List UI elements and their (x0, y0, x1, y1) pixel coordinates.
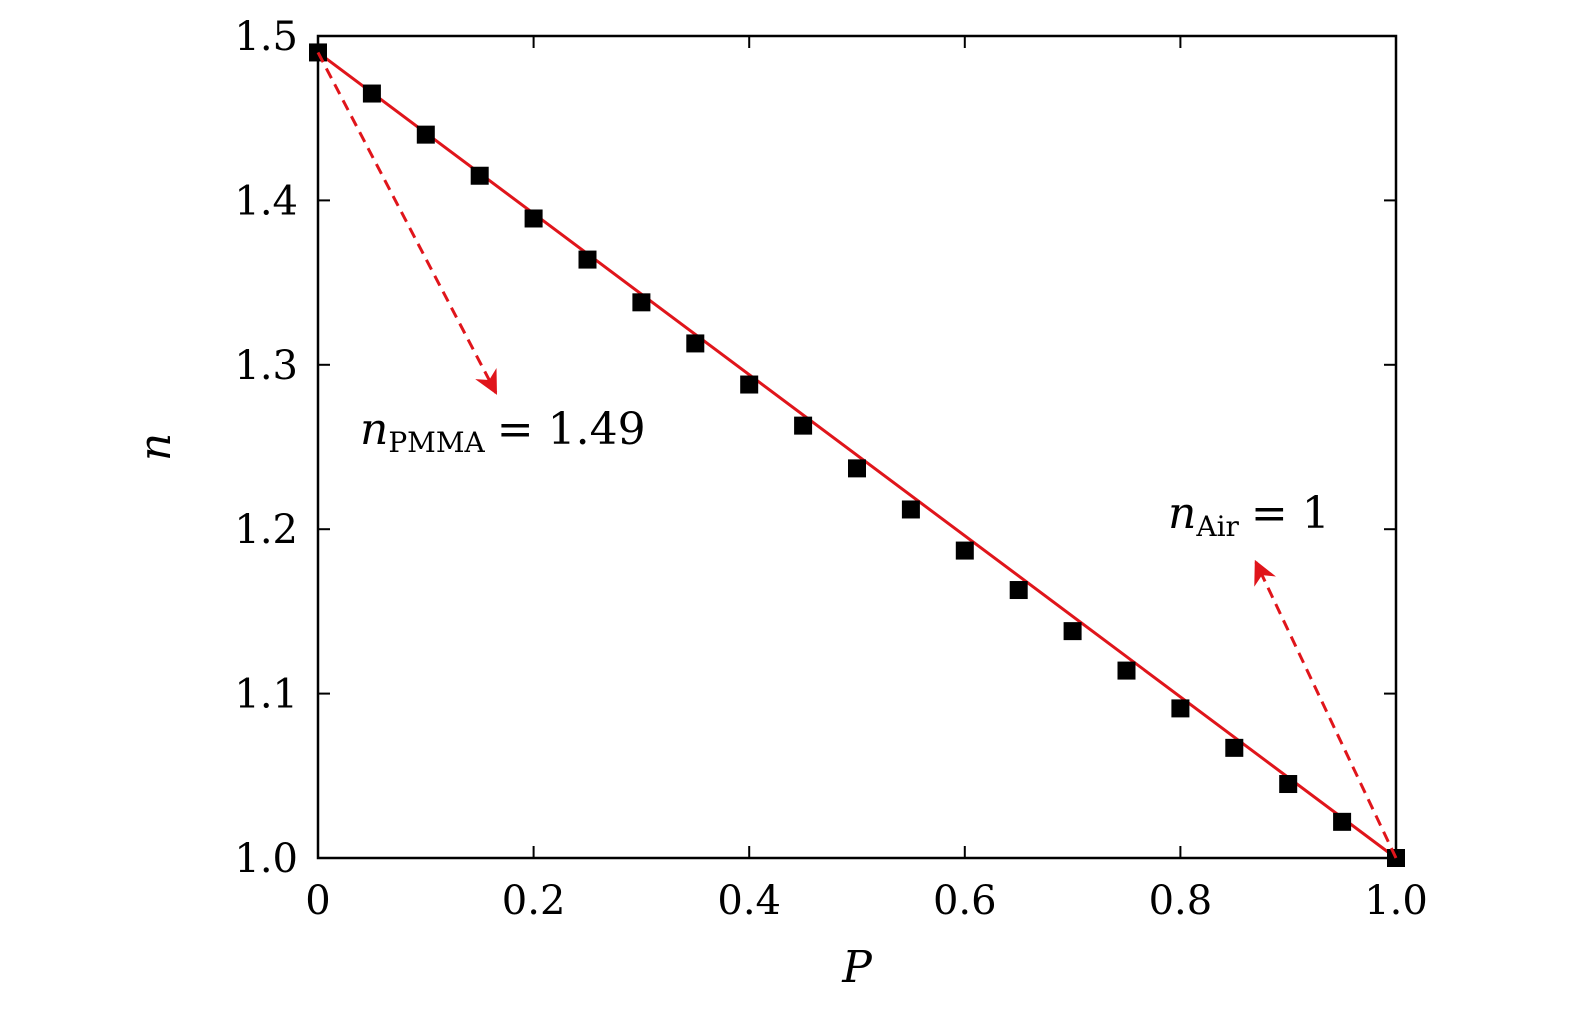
data-point-marker (1225, 738, 1244, 757)
x-tick-label: 0.2 (502, 878, 566, 924)
y-tick-label: 1.1 (234, 672, 298, 718)
y-tick-label: 1.2 (234, 507, 298, 553)
data-point-marker (1279, 775, 1298, 794)
annotation-label: nAir = 1 (1168, 488, 1330, 543)
data-point-marker (1117, 661, 1136, 680)
data-point-marker (955, 541, 974, 560)
data-point-marker (794, 416, 813, 435)
annotation-label: nPMMA = 1.49 (360, 404, 646, 459)
y-tick-label: 1.4 (234, 178, 298, 224)
y-axis-label: n (130, 433, 181, 461)
data-point-marker (1009, 581, 1028, 600)
annotation-arrow (316, 51, 498, 395)
plot-frame (316, 34, 1398, 860)
data-point-marker (578, 250, 597, 269)
x-tick-label: 1.0 (1364, 878, 1428, 924)
annotation-value: = 1 (1251, 488, 1330, 539)
data-point-marker (1063, 622, 1082, 641)
y-tick-label: 1.0 (234, 836, 298, 882)
fit-line (317, 51, 1397, 860)
x-axis-ticks: 0 0.2 0.4 0.6 0.8 1.0 (305, 36, 1428, 924)
annotation-symbol: n (360, 404, 388, 455)
x-tick-label: 0.8 (1149, 878, 1213, 924)
data-point-marker (901, 500, 920, 519)
data-point-marker (686, 334, 705, 353)
x-tick-label: 0.4 (717, 878, 781, 924)
data-point-marker (470, 166, 489, 185)
data-point-marker (1171, 699, 1190, 718)
data-point-marker (632, 293, 651, 312)
data-point-marker (1333, 812, 1352, 831)
annotation-subscript: Air (1195, 510, 1239, 543)
x-axis-label: P (841, 942, 873, 993)
annotation-value: = 1.49 (497, 404, 646, 455)
data-point-marker (740, 375, 759, 394)
annotation-symbol: n (1168, 488, 1196, 539)
y-tick-label: 1.3 (234, 343, 298, 389)
y-axis-ticks: 1.0 1.1 1.2 1.3 1.4 1.5 (234, 14, 1396, 882)
series-layer (309, 43, 1405, 867)
data-point-marker (416, 125, 435, 144)
x-tick-label: 0.6 (933, 878, 997, 924)
data-point-marker (524, 209, 543, 228)
data-point-marker (362, 84, 381, 103)
x-tick-label: 0 (305, 878, 330, 924)
annotation-arrow (1254, 559, 1398, 859)
y-tick-label: 1.5 (234, 14, 298, 60)
data-point-marker (848, 459, 866, 478)
annotation-subscript: PMMA (388, 426, 485, 459)
